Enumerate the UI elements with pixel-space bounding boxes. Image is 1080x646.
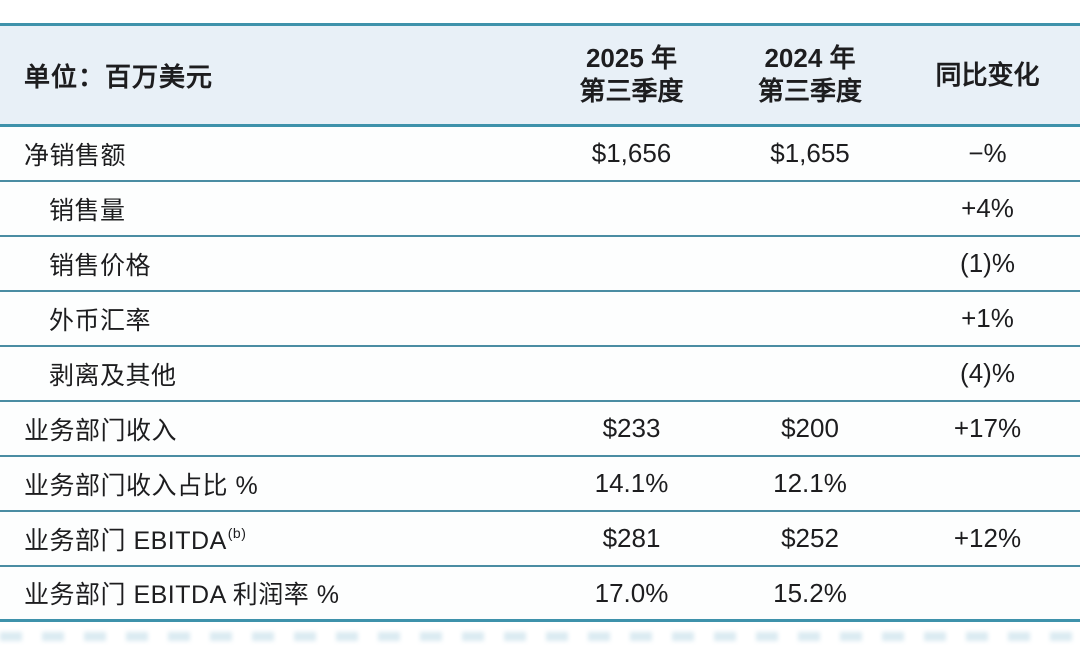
value-yoy: +12% — [953, 523, 1022, 553]
row-label: 销售价格 — [0, 246, 538, 282]
col-header-yoy-change: 同比变化 — [935, 59, 1040, 90]
row-label-text: 业务部门 EBITDA — [24, 526, 227, 555]
value-q3-2025: $281 — [602, 523, 661, 553]
col-header-q3-2025-line1: 2025 年 — [585, 43, 678, 73]
value-yoy: +17% — [953, 413, 1022, 443]
col-header-q3-2024-line2: 第三季度 — [757, 76, 862, 106]
row-label: 剥离及其他 — [0, 356, 538, 392]
table-row-price: 销售价格 (1)% — [0, 237, 1080, 292]
row-label-text: 净销售额 — [24, 141, 127, 170]
unit-header: 单位：百万美元 — [24, 61, 214, 92]
cropped-next-section-artifact — [0, 632, 1080, 641]
table-row-segment-ebitda-margin: 业务部门 EBITDA 利润率 % 17.0% 15.2% — [0, 567, 1080, 622]
row-label-text: 销售量 — [49, 196, 126, 225]
value-q3-2025: $233 — [602, 413, 661, 443]
row-label: 销售量 — [0, 191, 538, 227]
table-row-volume: 销售量 +4% — [0, 182, 1080, 237]
table-header-row: 单位：百万美元 2025 年 第三季度 2024 年 第三季度 同比变化 — [0, 26, 1080, 127]
table-row-segment-income-share: 业务部门收入占比 % 14.1% 12.1% — [0, 457, 1080, 512]
row-label: 业务部门收入 — [0, 411, 538, 447]
row-label: 业务部门 EBITDA(b) — [0, 521, 538, 557]
row-label-text: 业务部门收入 — [24, 416, 178, 445]
table-row-segment-ebitda: 业务部门 EBITDA(b) $281 $252 +12% — [0, 512, 1080, 567]
value-q3-2025: 14.1% — [594, 468, 669, 498]
col-header-q3-2024-line1: 2024 年 — [764, 43, 856, 73]
financial-results-table: 单位：百万美元 2025 年 第三季度 2024 年 第三季度 同比变化 净销售… — [0, 23, 1080, 622]
col-header-q3-2025: 2025 年 第三季度 — [538, 42, 725, 108]
value-q3-2025: $1,656 — [591, 138, 672, 168]
row-label: 净销售额 — [0, 136, 538, 172]
value-q3-2024: $200 — [781, 413, 839, 443]
row-label: 外币汇率 — [0, 301, 538, 337]
table-row-currency: 外币汇率 +1% — [0, 292, 1080, 347]
table-row-divestitures-other: 剥离及其他 (4)% — [0, 347, 1080, 402]
row-label-text: 销售价格 — [49, 251, 152, 280]
value-yoy: (1)% — [960, 248, 1015, 278]
col-header-q3-2025-line2: 第三季度 — [579, 76, 684, 106]
value-q3-2024: 12.1% — [773, 468, 847, 498]
value-q3-2024: 15.2% — [773, 577, 847, 608]
row-label-text: 外币汇率 — [49, 306, 152, 335]
col-header-q3-2024: 2024 年 第三季度 — [725, 42, 895, 108]
row-label-text: 剥离及其他 — [49, 361, 177, 390]
value-q3-2024: $252 — [781, 523, 839, 553]
row-label: 业务部门 EBITDA 利润率 % — [0, 575, 538, 611]
row-label-text: 业务部门收入占比 % — [24, 471, 259, 500]
value-yoy: −% — [968, 138, 1007, 168]
value-q3-2025: 17.0% — [594, 577, 669, 608]
table-row-segment-income: 业务部门收入 $233 $200 +17% — [0, 402, 1080, 457]
row-label-text: 业务部门 EBITDA 利润率 % — [24, 581, 340, 609]
value-yoy: +1% — [961, 303, 1014, 333]
footnote-marker-b: (b) — [227, 525, 247, 542]
row-label: 业务部门收入占比 % — [0, 466, 538, 502]
value-q3-2024: $1,655 — [770, 138, 850, 168]
table-row-net-sales: 净销售额 $1,656 $1,655 −% — [0, 127, 1080, 182]
value-yoy: +4% — [961, 193, 1014, 223]
value-yoy: (4)% — [960, 358, 1015, 388]
